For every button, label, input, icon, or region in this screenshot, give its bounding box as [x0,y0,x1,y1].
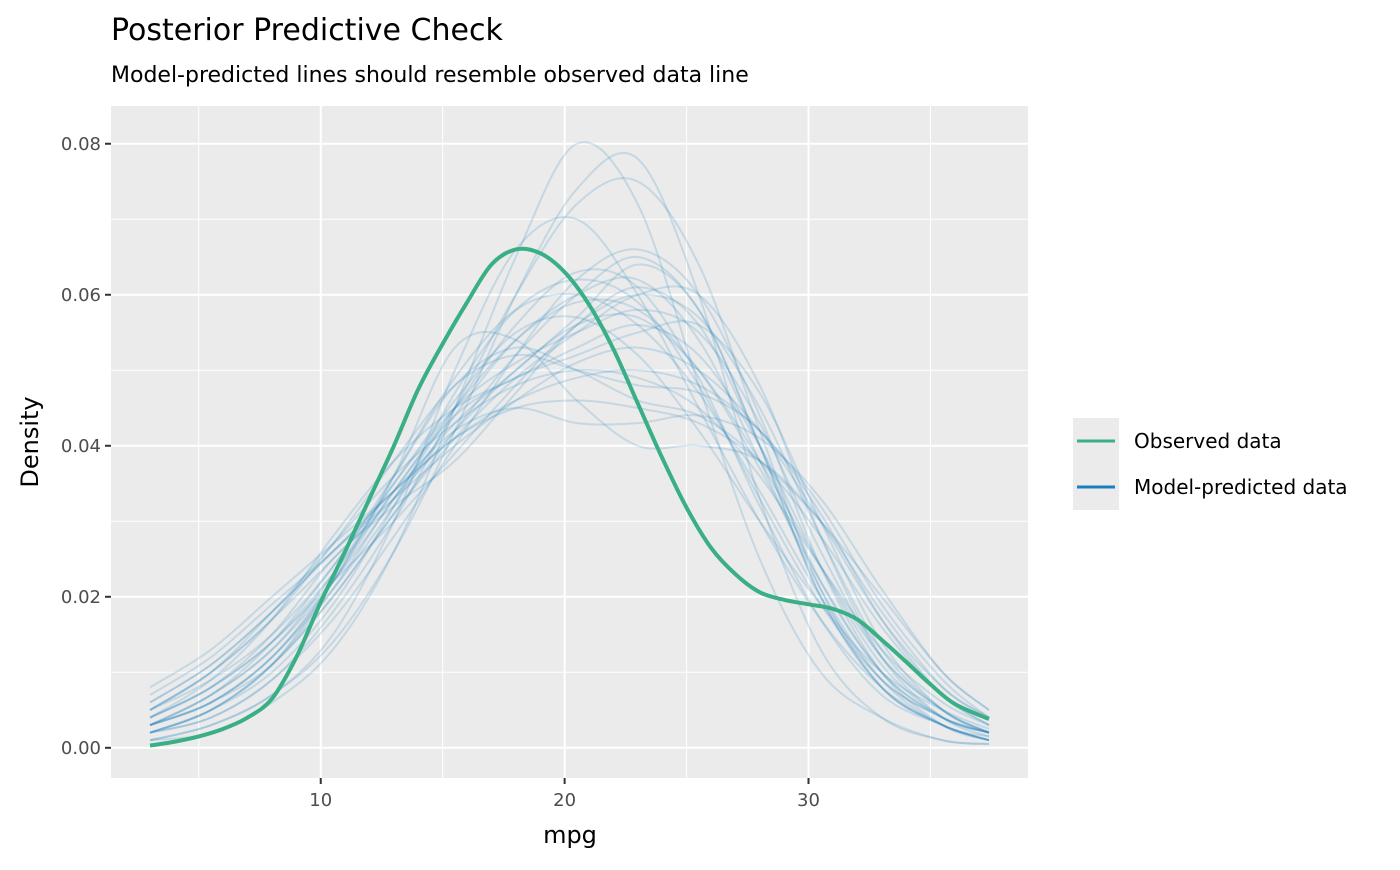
predicted-density-line [149,369,990,719]
predicted-density-line [149,293,990,734]
y-tick-label: 0.04 [61,436,101,457]
predicted-density-line [149,298,990,734]
predicted-density-line [149,268,990,742]
chart-title: Posterior Predictive Check [111,13,503,48]
predicted-density-line [149,346,990,719]
y-tick-label: 0.00 [61,738,101,759]
y-tick-label: 0.06 [61,285,101,306]
predicted-density-line [149,263,990,742]
legend-label-predicted: Model-predicted data [1134,475,1348,499]
predicted-density-line [149,320,990,734]
predicted-density-line [149,407,990,711]
panel-background [111,106,1028,778]
axes: 10 20 30 0.00 0.02 0.04 0.06 0.08 [61,134,820,811]
predicted-density-line [149,286,990,734]
y-axis-label: Density [16,396,44,487]
x-tick-label: 10 [309,790,332,811]
predicted-density-line [149,216,990,742]
x-tick-label: 30 [797,790,820,811]
predicted-density-line [149,331,990,727]
x-tick-label: 20 [553,790,576,811]
predicted-density-line [149,293,990,734]
legend-key-background [1073,418,1119,510]
legend: Observed data Model-predicted data [1073,418,1348,510]
predicted-density-line [149,353,990,726]
plot-panel [111,106,1028,778]
predicted-density-line [149,276,990,738]
predicted-density-line [149,141,990,746]
x-axis-label: mpg [543,821,597,849]
observed-density-line [149,246,990,748]
chart-subtitle: Model-predicted lines should resemble ob… [111,63,749,88]
predicted-density-line [149,152,990,746]
predicted-density-line [149,177,990,742]
predicted-density-line [149,313,990,734]
predicted-density-line [149,399,990,711]
y-tick-label: 0.02 [61,587,101,608]
predicted-density-line [149,323,990,734]
predicted-density-line [149,315,990,730]
predicted-density-line [149,285,990,738]
predicted-density-line [149,346,990,726]
predicted-density-line [149,248,990,742]
legend-label-observed: Observed data [1134,429,1282,453]
y-tick-label: 0.08 [61,134,101,155]
